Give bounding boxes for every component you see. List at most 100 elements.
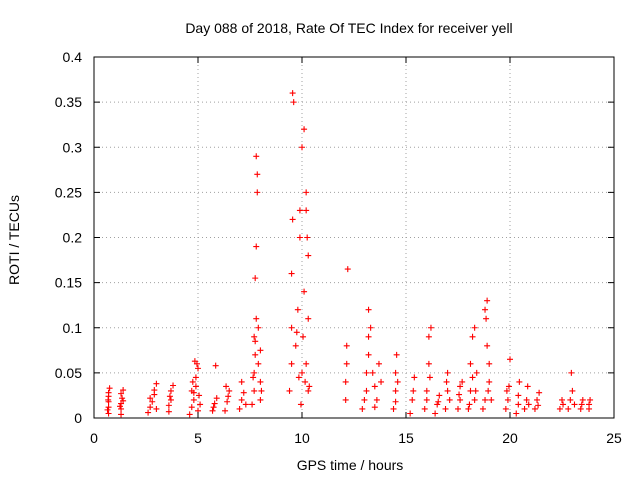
data-point (211, 400, 218, 407)
data-point (443, 378, 450, 385)
data-point (252, 338, 259, 345)
data-point (444, 387, 451, 394)
data-point (106, 385, 113, 392)
data-point (292, 342, 299, 349)
data-point (253, 243, 260, 250)
data-point (294, 306, 301, 313)
data-point (535, 402, 542, 409)
data-point (301, 126, 308, 133)
data-point (523, 396, 530, 403)
data-point (305, 315, 312, 322)
axis-ticks (93, 56, 615, 419)
y-tick-label: 0.2 (63, 230, 83, 246)
data-point (118, 390, 125, 397)
data-point (587, 396, 594, 403)
data-point (257, 396, 264, 403)
data-point (119, 395, 126, 402)
x-tick-label: 10 (294, 430, 310, 446)
data-point (407, 410, 414, 417)
data-point (569, 387, 576, 394)
data-point (392, 398, 399, 405)
data-point (120, 387, 127, 394)
data-point (471, 324, 478, 331)
data-point (469, 333, 476, 340)
data-point (190, 396, 197, 403)
data-point (253, 315, 260, 322)
data-point (288, 360, 295, 367)
data-point (525, 401, 532, 408)
data-point (393, 351, 400, 358)
data-point (365, 351, 372, 358)
data-point (165, 402, 172, 409)
data-point (196, 392, 203, 399)
data-point (222, 407, 229, 414)
data-point (303, 207, 310, 214)
data-point (567, 396, 574, 403)
data-point (167, 387, 174, 394)
data-point (411, 374, 418, 381)
data-point (224, 398, 231, 405)
data-point (253, 153, 260, 160)
data-point (505, 383, 512, 390)
data-point (300, 333, 307, 340)
data-point (507, 356, 513, 363)
data-point (189, 378, 196, 385)
data-point (254, 171, 261, 178)
y-tick-label: 0.25 (55, 184, 82, 200)
data-point (252, 275, 259, 282)
data-point (578, 401, 585, 408)
data-point (365, 333, 372, 340)
y-tick-label: 0.4 (63, 49, 83, 65)
data-point (213, 395, 220, 402)
data-point (392, 387, 399, 394)
data-point (258, 387, 265, 394)
data-point (342, 378, 349, 385)
data-point (249, 401, 256, 408)
data-point (442, 405, 449, 412)
data-point (236, 405, 243, 412)
data-point (251, 387, 258, 394)
data-points (104, 90, 594, 418)
data-point (435, 398, 442, 405)
y-tick-labels: 0 0.05 0.1 0.15 0.2 0.25 0.3 0.35 0.4 (55, 49, 82, 426)
data-point (427, 324, 434, 331)
data-point (423, 396, 430, 403)
data-point (286, 387, 293, 394)
data-point (503, 387, 510, 394)
data-point (488, 396, 495, 403)
data-point (296, 207, 303, 214)
data-point (343, 360, 350, 367)
data-point (297, 401, 304, 408)
data-point (521, 405, 528, 412)
chart-title: Day 088 of 2018, Rate Of TEC Index for r… (185, 20, 512, 36)
data-point (409, 396, 416, 403)
x-tick-label: 0 (90, 430, 98, 446)
data-point (369, 369, 376, 376)
data-point (188, 387, 195, 394)
data-point (288, 270, 295, 277)
data-point (252, 351, 259, 358)
data-point (344, 266, 351, 273)
data-point (394, 378, 401, 385)
data-point (434, 401, 441, 408)
data-point (456, 391, 463, 398)
data-point (212, 362, 219, 369)
y-tick-label: 0.3 (63, 139, 83, 155)
data-point (361, 396, 368, 403)
data-point (363, 369, 370, 376)
data-point (209, 407, 216, 414)
data-point (471, 396, 478, 403)
data-point (579, 396, 586, 403)
data-point (373, 396, 380, 403)
data-point (153, 405, 160, 412)
data-point (238, 396, 245, 403)
data-point (255, 360, 262, 367)
data-point (515, 401, 522, 408)
data-point (105, 396, 112, 403)
x-axis-label: GPS time / hours (297, 457, 404, 473)
data-point (226, 387, 233, 394)
y-tick-label: 0.1 (63, 320, 83, 336)
data-point (254, 189, 261, 196)
data-point (486, 378, 493, 385)
data-point (186, 411, 193, 418)
